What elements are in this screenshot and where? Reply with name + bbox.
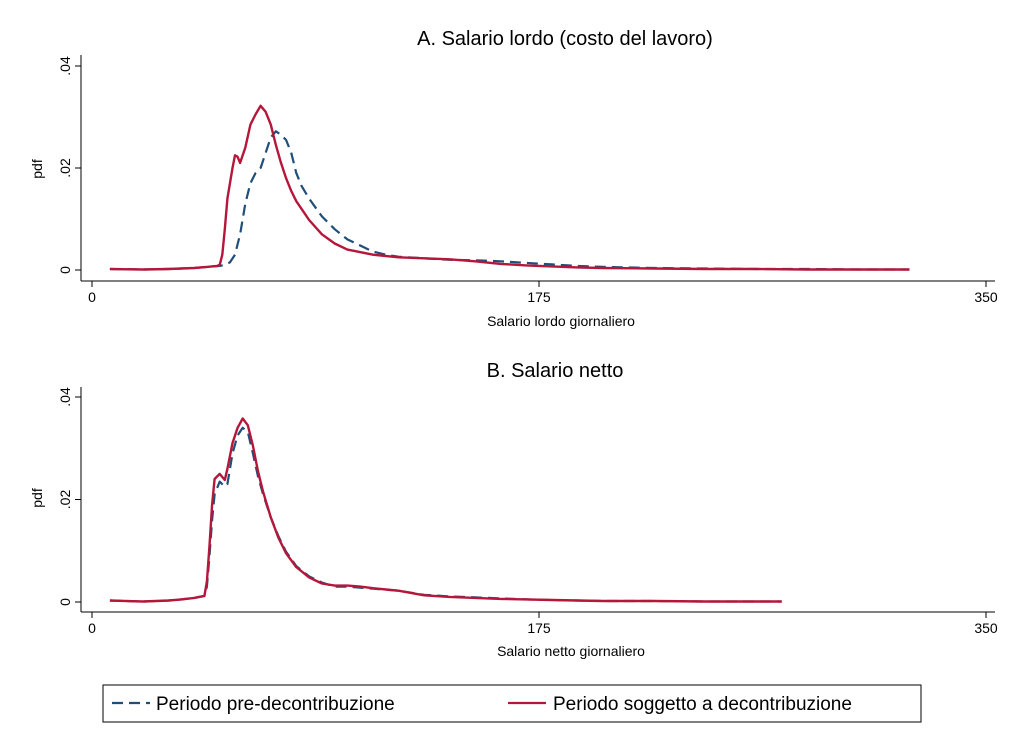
tick-group: 0 175 350 0 .02 .04 xyxy=(57,387,998,636)
x-tick-label: 175 xyxy=(527,620,551,636)
panel-title: B. Salario netto xyxy=(487,360,624,382)
y-tick-label: .02 xyxy=(57,490,73,510)
x-tick-label: 350 xyxy=(974,620,998,636)
legend-label-pre: Periodo pre-decontribuzione xyxy=(156,694,395,715)
legend: Periodo pre-decontribuzione Periodo sogg… xyxy=(102,684,922,723)
x-tick-label: 350 xyxy=(974,289,998,305)
panel-salario-netto: B. Salario netto pdf Salario netto giorn… xyxy=(29,360,998,659)
panel-salario-lordo: A. Salario lordo (costo del lavoro) pdf … xyxy=(29,28,998,329)
series-group xyxy=(109,417,782,603)
series-group xyxy=(109,104,910,271)
x-tick-label: 175 xyxy=(527,289,551,305)
legend-label-soggetto: Periodo soggetto a decontribuzione xyxy=(553,694,852,715)
y-axis-label: pdf xyxy=(29,488,45,508)
x-axis-label: Salario netto giornaliero xyxy=(497,643,645,659)
y-tick-label: .02 xyxy=(57,158,73,178)
series-line-pre-decontribuzione xyxy=(109,130,910,271)
y-tick-label: .04 xyxy=(57,387,73,407)
tick-group: 0 175 350 0 .02 .04 xyxy=(57,56,998,305)
series-line-soggetto-decontribuzione xyxy=(109,417,782,603)
y-axis-label: pdf xyxy=(29,159,45,179)
y-tick-label: .04 xyxy=(57,56,73,76)
x-axis-label: Salario lordo giornaliero xyxy=(487,313,635,329)
x-tick-label: 0 xyxy=(88,289,96,305)
series-line-soggetto-decontribuzione xyxy=(109,104,910,271)
panel-title: A. Salario lordo (costo del lavoro) xyxy=(417,28,713,50)
x-tick-label: 0 xyxy=(88,620,96,636)
y-tick-label: 0 xyxy=(57,598,73,606)
y-tick-label: 0 xyxy=(57,266,73,274)
